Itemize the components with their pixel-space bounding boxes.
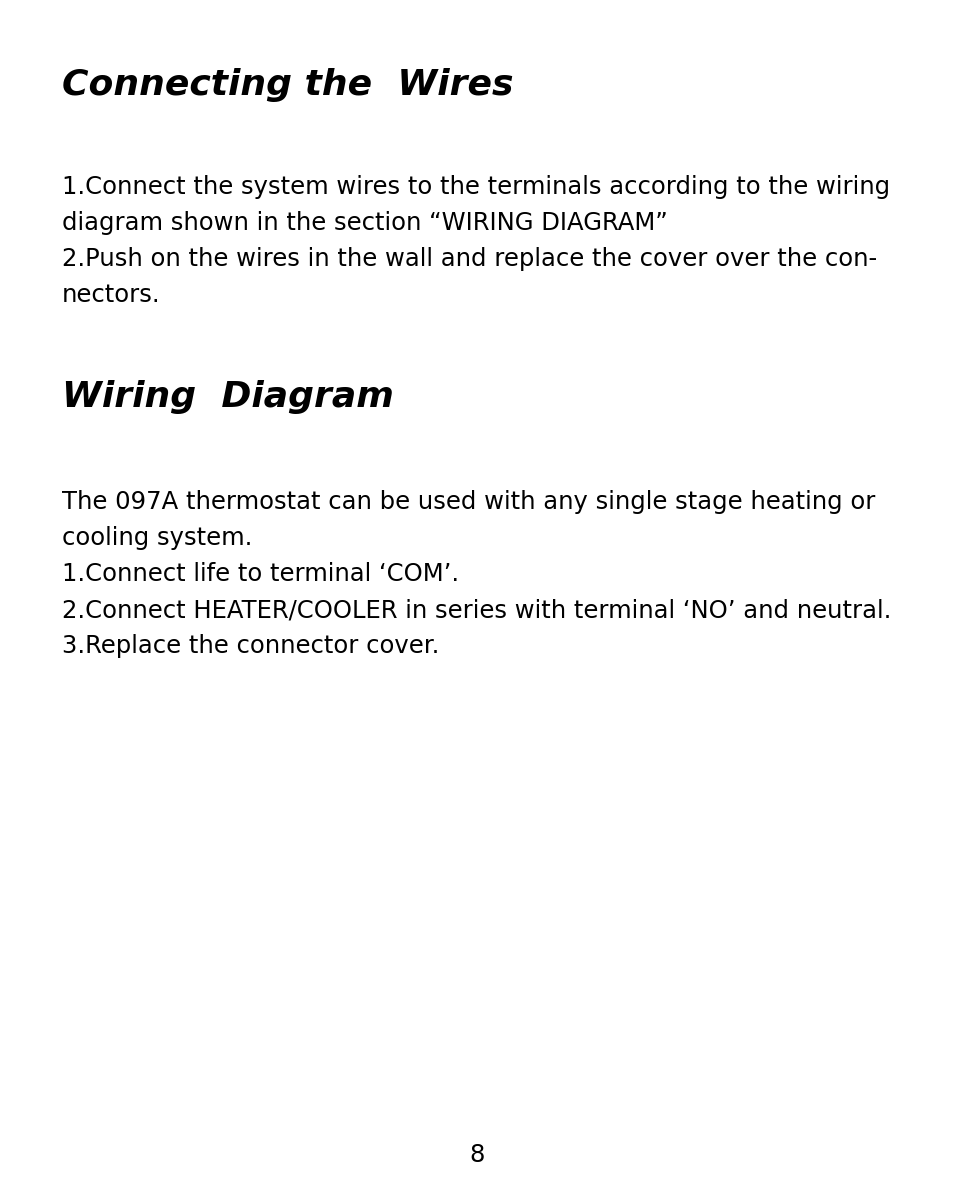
Text: cooling system.: cooling system.: [62, 526, 253, 550]
Text: Wiring  Diagram: Wiring Diagram: [62, 380, 394, 414]
Text: 3.Replace the connector cover.: 3.Replace the connector cover.: [62, 634, 439, 658]
Text: 2.Push on the wires in the wall and replace the cover over the con-: 2.Push on the wires in the wall and repl…: [62, 247, 876, 271]
Text: The 097A thermostat can be used with any single stage heating or: The 097A thermostat can be used with any…: [62, 490, 875, 514]
Text: 2.Connect HEATER/COOLER in series with terminal ‘NO’ and neutral.: 2.Connect HEATER/COOLER in series with t…: [62, 598, 890, 622]
Text: 8: 8: [469, 1143, 484, 1167]
Text: Connecting the  Wires: Connecting the Wires: [62, 68, 513, 101]
Text: diagram shown in the section “WIRING DIAGRAM”: diagram shown in the section “WIRING DIA…: [62, 211, 667, 235]
Text: 1.Connect the system wires to the terminals according to the wiring: 1.Connect the system wires to the termin…: [62, 175, 889, 199]
Text: nectors.: nectors.: [62, 283, 160, 307]
Text: 1.Connect life to terminal ‘COM’.: 1.Connect life to terminal ‘COM’.: [62, 562, 458, 586]
